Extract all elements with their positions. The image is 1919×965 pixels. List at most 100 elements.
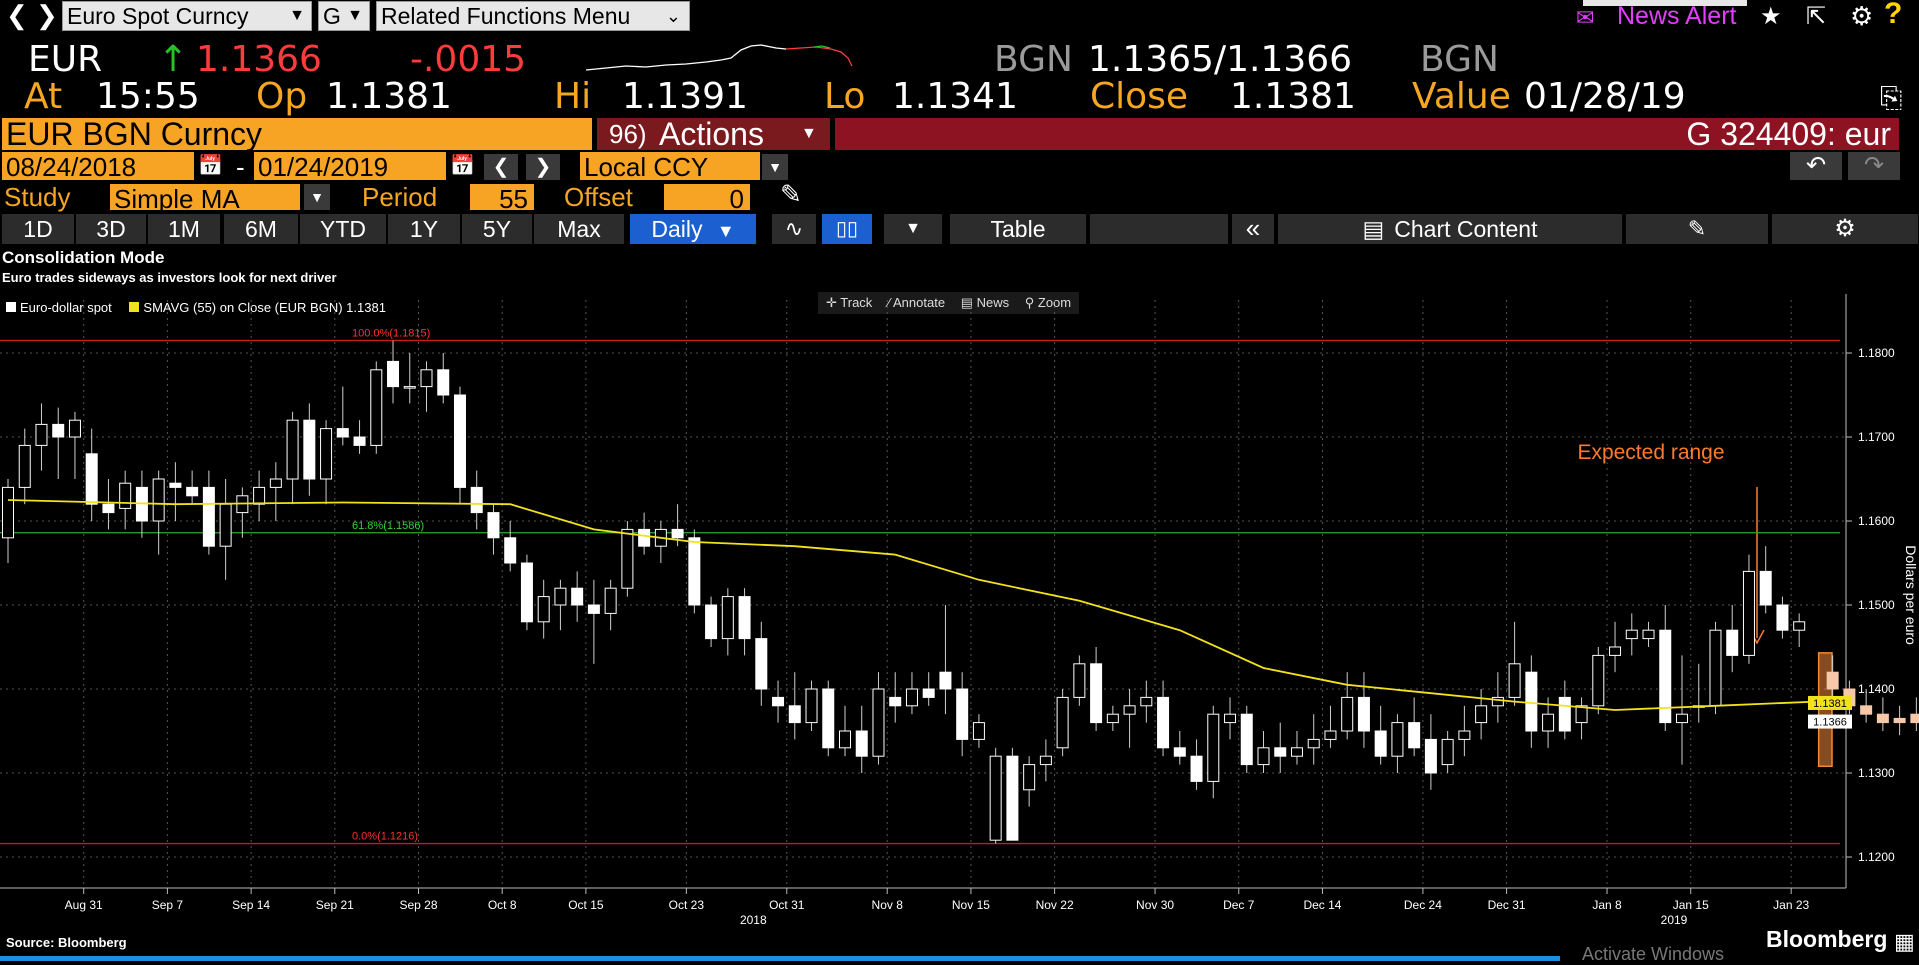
range-tab-6m[interactable]: 6M: [224, 214, 298, 244]
fib-label: 61.8%(1.1586): [352, 520, 424, 532]
pencil-icon[interactable]: ✎: [780, 179, 802, 209]
legend-spot[interactable]: Euro-dollar spot: [20, 300, 112, 315]
low-label: Lo: [824, 76, 866, 117]
candle-down: [336, 428, 349, 438]
candle-up: [1592, 654, 1605, 707]
help-icon[interactable]: ?: [1884, 0, 1903, 30]
zoom-tool[interactable]: Zoom: [1037, 295, 1072, 310]
candle-down: [571, 587, 584, 606]
candle-chart-button[interactable]: ▯▯: [822, 214, 872, 244]
candle-down: [353, 436, 366, 446]
candle-up: [1324, 730, 1337, 740]
security-command[interactable]: EUR BGN Curncy: [2, 118, 592, 150]
next-period-button[interactable]: ❯: [526, 154, 560, 180]
calendar-icon[interactable]: 📅: [198, 155, 223, 177]
calendar-icon[interactable]: 📅: [450, 155, 475, 177]
candle-down: [470, 486, 483, 514]
security-field[interactable]: Euro Spot Curncy ▼: [62, 1, 312, 31]
end-date-field[interactable]: 01/24/2019: [254, 152, 446, 182]
candle-down: [772, 696, 785, 707]
study-select[interactable]: Simple MA: [110, 184, 300, 214]
chart-subtitle: Euro trades sideways as investors look f…: [2, 270, 337, 285]
forward-arrow-icon[interactable]: ❯: [36, 0, 58, 30]
frequency-select[interactable]: Daily ▼: [630, 214, 756, 244]
news-alert-link[interactable]: News Alert: [1617, 2, 1737, 30]
price-tag-bg: [1808, 714, 1852, 729]
candle-up: [905, 688, 918, 707]
star-icon[interactable]: ★: [1760, 3, 1782, 30]
candle-up: [1123, 705, 1136, 715]
candle-up: [872, 688, 885, 757]
table-button[interactable]: Table: [950, 214, 1086, 244]
actions-label: Actions: [659, 116, 764, 152]
candle-up: [604, 587, 617, 614]
news-alert-tab[interactable]: [1583, 0, 1747, 6]
settings-button[interactable]: ⚙: [1772, 214, 1918, 244]
x-tick-label: Oct 31: [769, 898, 805, 912]
x-tick-label: Dec 14: [1303, 898, 1341, 912]
currency-select[interactable]: Local CCY: [580, 152, 760, 182]
candle-up: [721, 596, 734, 640]
candle-down: [738, 596, 751, 640]
chart-type-dropdown[interactable]: ▼: [884, 214, 942, 244]
currency-dropdown-icon[interactable]: ▼: [762, 154, 788, 180]
candle-down: [1173, 747, 1186, 757]
range-tab-1y[interactable]: 1Y: [388, 214, 460, 244]
actions-number: 96): [609, 119, 647, 149]
candle-down: [1525, 671, 1538, 732]
intraday-sparkline: [586, 44, 853, 71]
share-icon[interactable]: ▦: [1894, 929, 1915, 954]
range-tab-ytd[interactable]: YTD: [300, 214, 386, 244]
offset-field[interactable]: 0: [664, 184, 750, 214]
quote-source-left: BGN: [994, 39, 1073, 80]
candle-down: [1240, 713, 1253, 766]
redo-button[interactable]: ↷: [1848, 152, 1900, 180]
gear-icon[interactable]: ⚙: [1850, 1, 1874, 31]
range-tab-max[interactable]: Max: [534, 214, 624, 244]
line-chart-button[interactable]: ∿: [772, 214, 816, 244]
copy-icon[interactable]: ⎘: [1880, 82, 1903, 113]
range-tab-5y[interactable]: 5Y: [462, 214, 532, 244]
candle-up: [219, 503, 232, 547]
period-field[interactable]: 55: [470, 184, 534, 214]
back-arrow-icon[interactable]: ❮: [6, 0, 28, 30]
legend-sma[interactable]: SMAVG (55) on Close (EUR BGN) 1.1381: [143, 300, 386, 315]
candle-up: [1391, 722, 1404, 757]
quote-last-price: 1.1366: [196, 39, 322, 80]
annotate-tool[interactable]: Annotate: [893, 295, 946, 310]
candle-down: [1157, 696, 1170, 749]
candle-up: [1441, 738, 1454, 766]
chart-content-button[interactable]: ▤ Chart Content: [1278, 214, 1622, 244]
price-chart[interactable]: 1.1200 1.1300 1.1400 1.1500 1.1600 1.1700 1.18…: [0, 290, 1919, 940]
range-tab-1d[interactable]: 1D: [2, 214, 74, 244]
candle-up: [1676, 713, 1688, 724]
prev-period-button[interactable]: ❮: [484, 154, 518, 180]
track-tool[interactable]: Track: [840, 295, 873, 310]
range-tab-1m[interactable]: 1M: [148, 214, 220, 244]
candle-up: [1491, 696, 1504, 707]
candle-up: [1207, 713, 1220, 782]
projected-candle: [1893, 717, 1906, 724]
candle-down: [922, 688, 935, 698]
candle-down: [202, 486, 215, 547]
group-field[interactable]: G ▼: [318, 1, 370, 31]
candle-down: [1558, 696, 1571, 732]
candle-down: [1090, 663, 1103, 724]
export-icon[interactable]: ⇱: [1806, 3, 1827, 30]
undo-button[interactable]: ↶: [1790, 152, 1842, 180]
edit-chart-button[interactable]: ✎: [1626, 214, 1768, 244]
news-tool[interactable]: News: [976, 295, 1010, 310]
collapse-button[interactable]: «: [1232, 214, 1274, 244]
price-tag-label: 1.1381: [1813, 698, 1847, 710]
actions-button[interactable]: 96) Actions ▼: [597, 118, 830, 150]
x-tick-label: Dec 7: [1223, 898, 1255, 912]
candle-down: [855, 730, 868, 757]
start-date-field[interactable]: 08/24/2018: [2, 152, 194, 182]
candle-down: [939, 671, 952, 690]
related-functions-menu[interactable]: Related Functions Menu ⌄: [376, 1, 690, 31]
study-dropdown-icon[interactable]: ▼: [304, 184, 330, 210]
activate-windows-watermark: Activate Windows: [1582, 944, 1725, 964]
candle-up: [621, 528, 634, 589]
range-tab-3d[interactable]: 3D: [76, 214, 146, 244]
close-label: Close: [1090, 76, 1189, 117]
